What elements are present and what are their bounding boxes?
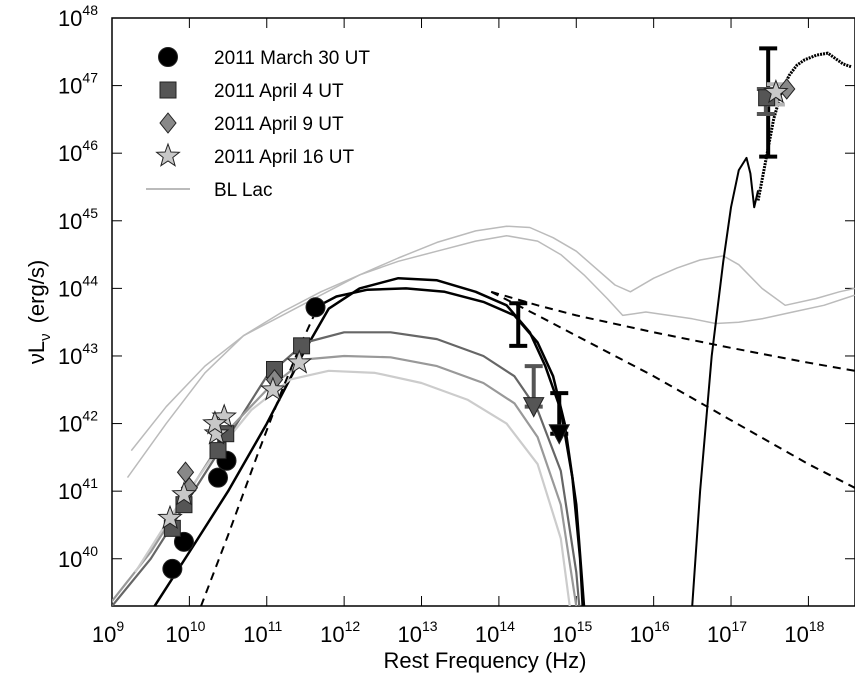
point-circle (208, 467, 229, 488)
curve-model-april4 (112, 331, 581, 606)
x-tick-label: 1011 (243, 618, 282, 647)
legend-label: 2011 March 30 UT (214, 48, 370, 69)
legend-item: 2011 April 9 UT (159, 112, 344, 135)
curve-dashed-lower (200, 308, 319, 606)
y-tick-label: 1043 (58, 340, 98, 369)
point-star (260, 376, 286, 401)
point-square (293, 337, 311, 355)
y-tick-label: 1042 (58, 408, 98, 437)
y-tick-label: 1041 (58, 475, 98, 504)
x-tick-label: 1012 (320, 618, 360, 647)
legend: 2011 March 30 UT 2011 April 4 UT 2011 Apri… (146, 47, 370, 201)
curve-dashed-powerlaw-steep (490, 290, 855, 489)
y-tick-label: 1046 (58, 137, 98, 166)
x-tick-label: 1016 (630, 618, 670, 647)
y-tick-label: 1047 (58, 70, 98, 99)
x-axis-title: Rest Frequency (Hz) (384, 648, 587, 673)
legend-label: BL Lac (214, 180, 272, 201)
x-tick-label: 1015 (552, 618, 592, 647)
y-axis-title-unit: (erg/s) (24, 260, 49, 324)
x-tick-label: 1017 (707, 618, 747, 647)
x-tick-label: 109 (92, 618, 124, 647)
x-tick-labels: 109 1010 1011 1012 1013 1014 1015 1016 1017 1018 (92, 618, 825, 647)
point-star (171, 481, 197, 506)
point-circle (162, 558, 183, 579)
legend-marker-circle (158, 47, 178, 67)
data-markers (157, 78, 796, 579)
plot-frame (111, 17, 855, 607)
curve-xray-rise (691, 156, 760, 606)
legend-label: 2011 April 4 UT (214, 81, 344, 102)
x-tick-label: 1013 (397, 618, 437, 647)
curve-model-march30-b (312, 287, 586, 606)
x-tick-label: 1014 (475, 618, 515, 647)
y-axis-title-main: νL (24, 341, 49, 364)
point-circle (305, 297, 326, 318)
x-tick-label: 1018 (784, 618, 824, 647)
legend-item: BL Lac (146, 180, 272, 201)
model-curves (112, 51, 855, 606)
legend-label: 2011 April 16 UT (214, 147, 355, 168)
y-axis-title-sub: ν (37, 333, 54, 341)
point-star (202, 410, 228, 435)
xray-point-star (763, 78, 789, 104)
legend-item: 2011 April 4 UT (159, 81, 344, 102)
legend-label: 2011 April 9 UT (214, 114, 344, 135)
legend-marker-star (155, 142, 181, 167)
legend-item: 2011 March 30 UT (158, 47, 370, 69)
point-star (203, 420, 230, 445)
legend-marker-square (159, 81, 177, 99)
point-star (286, 349, 313, 374)
point-star (157, 504, 183, 530)
point-circle (173, 531, 194, 552)
y-tick-label: 1045 (58, 205, 98, 234)
curve-blazar-lac-lower (126, 234, 855, 479)
y-tick-label: 1048 (58, 2, 98, 31)
y-tick-label: 1044 (58, 272, 98, 301)
y-tick-label: 1040 (58, 543, 98, 572)
point-square (209, 442, 227, 460)
upper-limit-triangle (522, 397, 545, 418)
upper-limit-triangle (548, 424, 571, 445)
y-tick-labels: 1040 1041 1042 1043 1044 1045 1046 1047 1048 (58, 2, 98, 572)
svg-text:νLν(erg/s): νLν (erg/s) (24, 260, 54, 364)
y-axis-title: νLν (erg/s) (24, 260, 54, 364)
legend-item: 2011 April 16 UT (155, 142, 355, 168)
curve-dashed-powerlaw-flat (490, 290, 855, 372)
curve-xray-data (756, 51, 852, 201)
curve-blazar-lac-upper (130, 225, 855, 452)
x-tick-label: 1010 (165, 618, 205, 647)
legend-marker-diamond (159, 112, 177, 134)
